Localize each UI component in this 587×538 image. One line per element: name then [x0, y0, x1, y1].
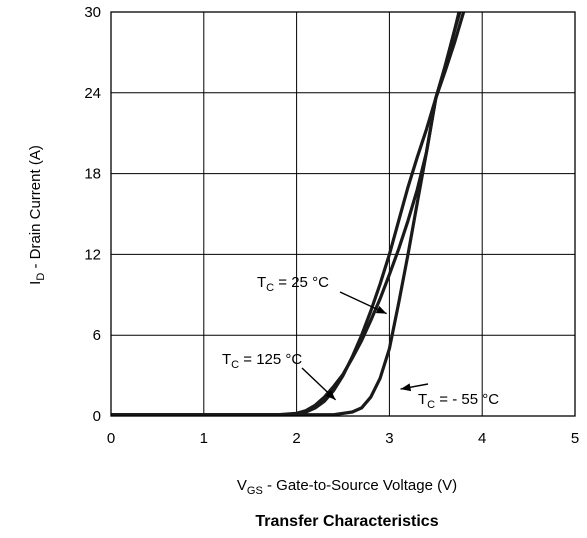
- x-tick-label: 4: [478, 430, 486, 447]
- x-tick-label: 2: [292, 430, 300, 447]
- series-line-3: [111, 12, 462, 416]
- y-tick-label: 0: [93, 408, 101, 425]
- x-tick-label: 0: [107, 430, 115, 447]
- y-tick-label: 24: [84, 85, 101, 102]
- plot-border: [110, 11, 576, 417]
- curve-annotation-3: TC = - 55 °C: [400, 383, 499, 411]
- x-axis-label: VGS - Gate-to-Source Voltage (V): [237, 477, 457, 497]
- curve-annotation-1: TC = 25 °C: [257, 274, 387, 315]
- y-tick-label: 30: [84, 4, 101, 21]
- x-tick-labels: 0 1 2 3 4 5: [107, 430, 579, 447]
- grid-lines: [110, 11, 576, 417]
- annotation-label: TC = - 55 °C: [418, 391, 499, 411]
- curve-annotations: TC = 25 °C TC = 125 °C TC = - 55 °C: [222, 274, 499, 411]
- annotation-label: TC = 125 °C: [222, 351, 302, 371]
- x-tick-label: 3: [385, 430, 393, 447]
- x-tick-label: 5: [571, 430, 579, 447]
- y-tick-label: 12: [84, 246, 101, 263]
- annotation-label: TC = 25 °C: [257, 274, 329, 294]
- annotation-arrow-head: [400, 383, 412, 392]
- curve-annotation-2: TC = 125 °C: [222, 351, 337, 401]
- x-tick-label: 1: [200, 430, 208, 447]
- y-tick-labels: 0 6 12 18 24 30: [84, 4, 101, 425]
- annotation-arrow-head: [325, 390, 336, 400]
- y-tick-label: 18: [84, 166, 101, 183]
- y-axis-label: ID - Drain Current (A): [27, 145, 47, 285]
- y-tick-label: 6: [93, 327, 101, 344]
- annotation-arrow-head: [375, 305, 387, 314]
- series-lines: [111, 12, 466, 416]
- plot-frame: [110, 11, 576, 417]
- chart-title: Transfer Characteristics: [255, 513, 438, 530]
